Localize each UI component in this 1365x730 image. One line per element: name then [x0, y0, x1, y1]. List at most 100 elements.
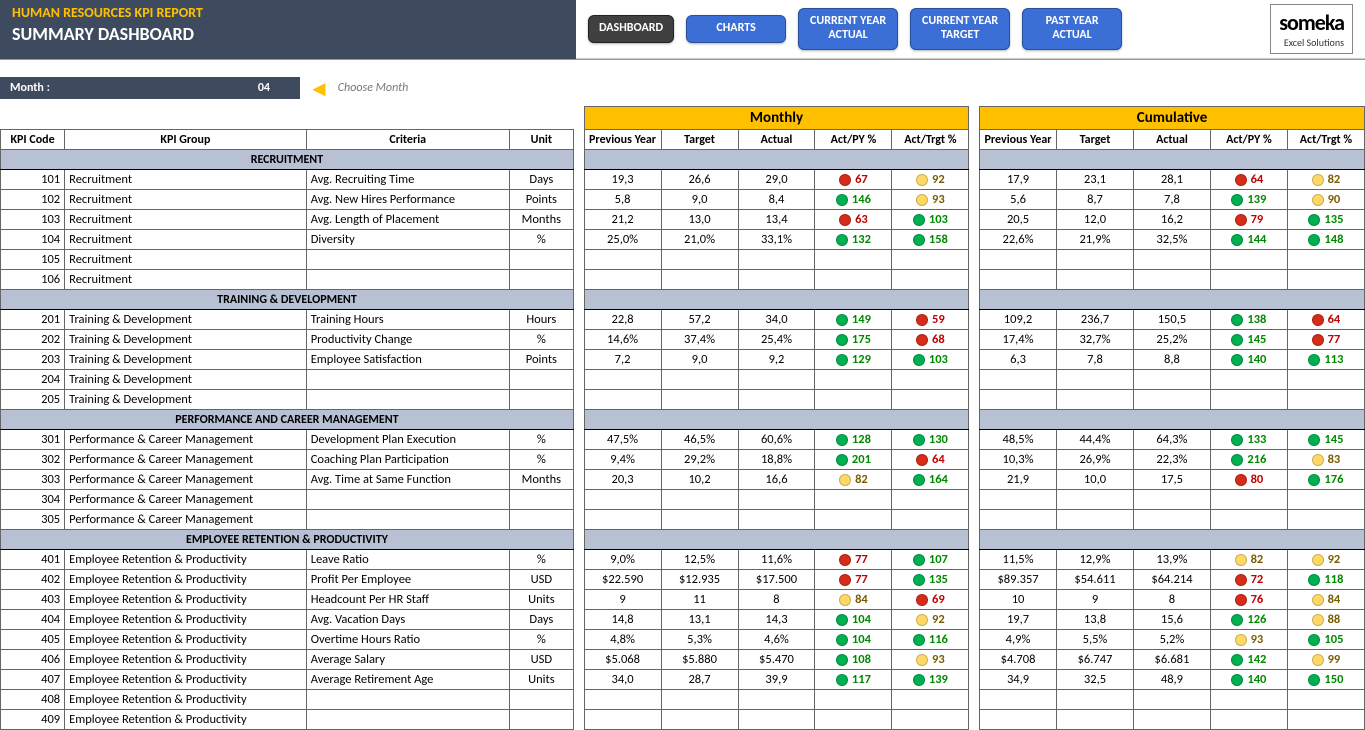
kpi-unit: %	[509, 630, 573, 650]
kpi-val: 9	[584, 590, 661, 610]
kpi-code: 105	[1, 250, 65, 270]
kpi-pct: 63	[815, 210, 892, 230]
kpi-val: 34,0	[584, 670, 661, 690]
month-selector[interactable]: Month : 04	[0, 77, 300, 99]
dashboard-button[interactable]: DASHBOARD	[588, 15, 674, 43]
kpi-pct: 126	[1210, 610, 1287, 630]
kpi-val	[661, 710, 738, 730]
kpi-row: 104 Recruitment Diversity % 25,0%21,0%33…	[1, 230, 1365, 250]
kpi-pct: 129	[815, 350, 892, 370]
kpi-group: Employee Retention & Productivity	[65, 590, 307, 610]
kpi-pct: 105	[1287, 630, 1364, 650]
kpi-val: 8,8	[1133, 350, 1210, 370]
kpi-pct: 142	[1210, 650, 1287, 670]
kpi-val: 12,5%	[661, 550, 738, 570]
kpi-pct: 135	[892, 570, 969, 590]
kpi-pct: 139	[892, 670, 969, 690]
group-header: EMPLOYEE RETENTION & PRODUCTIVITY	[1, 530, 1365, 550]
kpi-val	[584, 250, 661, 270]
kpi-pct: 92	[1287, 550, 1364, 570]
group-header: PERFORMANCE AND CAREER MANAGEMENT	[1, 410, 1365, 430]
kpi-criteria: Average Retirement Age	[306, 670, 509, 690]
kpi-val: 33,1%	[738, 230, 815, 250]
col-criteria: Criteria	[306, 130, 509, 150]
kpi-pct: 132	[815, 230, 892, 250]
kpi-unit: Units	[509, 590, 573, 610]
kpi-val: 22,6%	[980, 230, 1057, 250]
col-c-py: Previous Year	[980, 130, 1057, 150]
kpi-val: 17,4%	[980, 330, 1057, 350]
kpi-val: 5,6	[980, 190, 1057, 210]
kpi-val: 21,9%	[1057, 230, 1134, 250]
kpi-pct: 113	[1287, 350, 1364, 370]
charts-button[interactable]: CHARTS	[686, 15, 786, 43]
col-m-py: Previous Year	[584, 130, 661, 150]
kpi-val: 25,0%	[584, 230, 661, 250]
kpi-val: 5,8	[584, 190, 661, 210]
kpi-code: 404	[1, 610, 65, 630]
kpi-code: 301	[1, 430, 65, 450]
kpi-group: Training & Development	[65, 370, 307, 390]
kpi-val: 25,2%	[1133, 330, 1210, 350]
kpi-pct: 80	[1210, 470, 1287, 490]
kpi-pct: 84	[815, 590, 892, 610]
kpi-val	[584, 710, 661, 730]
kpi-val	[1133, 250, 1210, 270]
kpi-pct: 104	[815, 610, 892, 630]
kpi-code: 403	[1, 590, 65, 610]
kpi-pct: 103	[892, 210, 969, 230]
kpi-val	[584, 370, 661, 390]
kpi-row: 202 Training & Development Productivity …	[1, 330, 1365, 350]
kpi-val: 6,3	[980, 350, 1057, 370]
kpi-val: 9,0	[661, 350, 738, 370]
kpi-val: $4.708	[980, 650, 1057, 670]
kpi-pct: 164	[892, 470, 969, 490]
kpi-val	[738, 250, 815, 270]
kpi-code: 103	[1, 210, 65, 230]
kpi-val: 28,1	[1133, 170, 1210, 190]
kpi-val	[584, 390, 661, 410]
kpi-pct: 146	[815, 190, 892, 210]
kpi-pct: 92	[892, 610, 969, 630]
py-actual-button[interactable]: PAST YEAR ACTUAL	[1022, 8, 1122, 50]
kpi-group: Performance & Career Management	[65, 490, 307, 510]
kpi-val: 7,8	[1057, 350, 1134, 370]
kpi-row: 103 Recruitment Avg. Length of Placement…	[1, 210, 1365, 230]
kpi-unit: Hours	[509, 310, 573, 330]
cy-actual-button[interactable]: CURRENT YEAR ACTUAL	[798, 8, 898, 50]
kpi-pct: 103	[892, 350, 969, 370]
kpi-val: 34,0	[738, 310, 815, 330]
kpi-pct: 90	[1287, 190, 1364, 210]
kpi-unit: Days	[509, 170, 573, 190]
col-c-tgt: Target	[1057, 130, 1134, 150]
kpi-val: 22,3%	[1133, 450, 1210, 470]
kpi-group: Recruitment	[65, 250, 307, 270]
kpi-val	[980, 250, 1057, 270]
kpi-pct: 79	[1210, 210, 1287, 230]
kpi-val	[661, 250, 738, 270]
header: HUMAN RESOURCES KPI REPORT SUMMARY DASHB…	[0, 0, 1365, 60]
kpi-code: 101	[1, 170, 65, 190]
kpi-group: Recruitment	[65, 210, 307, 230]
kpi-val: 13,9%	[1133, 550, 1210, 570]
kpi-val	[1057, 510, 1134, 530]
kpi-code: 409	[1, 710, 65, 730]
kpi-val: $5.880	[661, 650, 738, 670]
kpi-val: 8	[1133, 590, 1210, 610]
kpi-val: 25,4%	[738, 330, 815, 350]
kpi-group: Performance & Career Management	[65, 510, 307, 530]
kpi-row: 406 Employee Retention & Productivity Av…	[1, 650, 1365, 670]
kpi-pct: 138	[1210, 310, 1287, 330]
cy-target-button[interactable]: CURRENT YEAR TARGET	[910, 8, 1010, 50]
kpi-row: 106 Recruitment	[1, 270, 1365, 290]
kpi-code: 205	[1, 390, 65, 410]
kpi-val: 29,2%	[661, 450, 738, 470]
kpi-pct: 148	[1287, 230, 1364, 250]
col-m-act: Actual	[738, 130, 815, 150]
kpi-pct: 64	[1287, 310, 1364, 330]
kpi-val	[1057, 710, 1134, 730]
kpi-row: 303 Performance & Career Management Avg.…	[1, 470, 1365, 490]
kpi-val	[980, 370, 1057, 390]
kpi-val: 11,5%	[980, 550, 1057, 570]
kpi-val: 9,2	[738, 350, 815, 370]
